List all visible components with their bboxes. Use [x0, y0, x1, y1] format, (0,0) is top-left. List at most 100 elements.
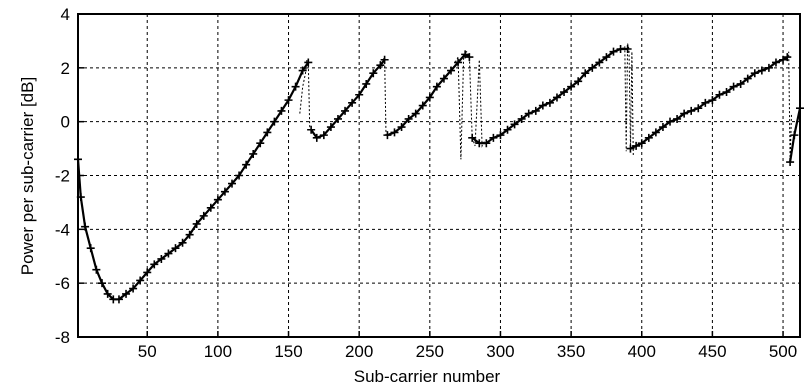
y-tick-label: -2 [55, 167, 70, 186]
series-line [471, 47, 628, 145]
data-point-marker [319, 131, 328, 140]
data-point-marker [307, 125, 316, 134]
data-point-marker [786, 158, 795, 167]
data-point-marker [531, 106, 540, 115]
x-tick-label: 500 [769, 342, 797, 361]
data-point-marker [157, 254, 166, 263]
data-point-marker [348, 98, 357, 107]
data-point-marker [404, 114, 413, 123]
data-point-marker [390, 128, 399, 137]
x-tick-label: 50 [138, 342, 157, 361]
data-point-marker [454, 58, 463, 67]
data-point-marker [206, 203, 215, 212]
data-point-marker [517, 114, 526, 123]
data-point-marker [291, 82, 300, 91]
data-point-marker [447, 66, 456, 75]
data-point-marker [468, 133, 477, 142]
data-point-marker [355, 90, 364, 99]
data-point-marker [595, 58, 604, 67]
data-point-marker [560, 88, 569, 97]
y-tick-label: 4 [61, 5, 70, 24]
data-point-marker [489, 133, 498, 142]
x-axis-label: Sub-carrier number [354, 367, 501, 385]
data-point-marker [425, 93, 434, 102]
data-point-marker [171, 244, 180, 253]
data-point-marker [790, 131, 799, 140]
data-point-marker [609, 47, 618, 56]
x-tick-label: 100 [204, 342, 232, 361]
data-point-marker [263, 128, 272, 137]
series-jump [785, 51, 792, 163]
data-point-marker [465, 53, 474, 62]
data-point-marker [581, 69, 590, 78]
data-point-marker [743, 74, 752, 83]
data-point-marker [277, 106, 286, 115]
data-point-marker [602, 53, 611, 62]
data-point-marker [750, 69, 759, 78]
x-tick-label: 300 [486, 342, 514, 361]
data-point-marker [651, 128, 660, 137]
data-point-marker [439, 74, 448, 83]
data-point-marker [496, 131, 505, 140]
data-point-marker [242, 160, 251, 169]
y-tick-label: -8 [55, 328, 70, 347]
data-point-marker [326, 123, 335, 132]
data-point-marker [270, 117, 279, 126]
data-point-marker [510, 120, 519, 129]
data-point-marker [362, 79, 371, 88]
data-point-marker [538, 101, 547, 110]
data-point-marker [757, 66, 766, 75]
data-point-marker [411, 109, 420, 118]
data-point-marker [687, 106, 696, 115]
data-point-marker [722, 88, 731, 97]
data-point-marker [150, 260, 159, 269]
data-point-marker [545, 98, 554, 107]
data-point-marker [736, 79, 745, 88]
data-point-marker [771, 58, 780, 67]
data-point-marker [192, 219, 201, 228]
data-point-marker [475, 139, 484, 148]
data-point-marker [764, 63, 773, 72]
x-tick-label: 400 [628, 342, 656, 361]
x-tick-label: 150 [274, 342, 302, 361]
series-jump [621, 43, 634, 157]
data-point-marker [143, 268, 152, 277]
x-axis-ticks: 50 100 150 200 250 300 350 400 450 500 [138, 331, 797, 361]
data-point-marker [644, 133, 653, 142]
data-point-marker [673, 114, 682, 123]
data-point-marker [284, 96, 293, 105]
data-point-marker [383, 131, 392, 140]
series-line [76, 61, 310, 301]
series-line [387, 52, 470, 137]
data-point-marker [98, 279, 107, 288]
data-point-marker [220, 187, 229, 196]
data-point-marker [588, 63, 597, 72]
y-axis-label: Power per sub-carrier [dB] [18, 77, 37, 275]
data-point-marker [666, 117, 675, 126]
data-point-marker [304, 58, 313, 67]
data-point-marker [92, 265, 101, 274]
data-point-marker [567, 82, 576, 91]
data-point-marker [616, 44, 625, 53]
data-point-marker [256, 139, 265, 148]
data-point-marker [81, 222, 90, 231]
data-point-marker [632, 141, 641, 150]
data-point-marker [694, 104, 703, 113]
data-point-marker [658, 123, 667, 132]
data-point-marker [397, 123, 406, 132]
y-tick-label: 0 [61, 113, 70, 132]
data-point-marker [312, 133, 321, 142]
data-point-marker [680, 109, 689, 118]
data-point-marker [779, 55, 788, 64]
data-point-marker [432, 82, 441, 91]
series-jump [299, 58, 312, 130]
data-point-marker [235, 171, 244, 180]
data-point-marker [185, 230, 194, 239]
data-point-marker [136, 276, 145, 285]
data-point-marker [228, 179, 237, 188]
series-jump [381, 56, 388, 136]
data-point-marker [86, 244, 95, 253]
x-tick-label: 350 [557, 342, 585, 361]
data-point-marker [524, 109, 533, 118]
